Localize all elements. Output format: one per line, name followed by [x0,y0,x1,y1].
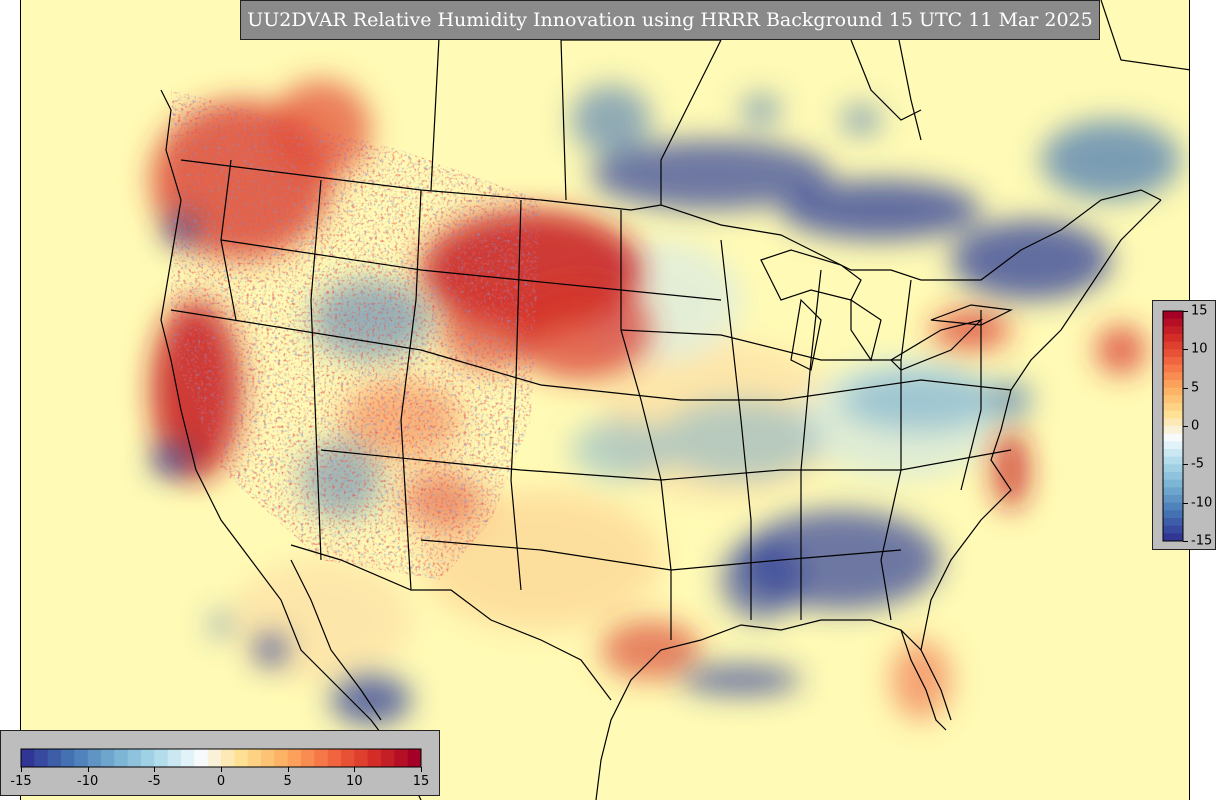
colorbar-tick [1183,502,1188,504]
colorbar-swatch [1163,533,1183,542]
colorbar-tick [21,767,22,772]
colorbar-tick-label: 15 [412,774,430,789]
colorbar-swatch [47,749,62,767]
colorbar-swatch [301,749,315,767]
colorbar-tick-label: 0 [216,774,226,789]
colorbar-swatch [1163,518,1183,527]
colorbar-swatch [101,749,115,767]
colorbar-swatch [287,749,302,767]
colorbar-swatch [1163,418,1183,427]
colorbar-tick [1183,349,1188,351]
colorbar-swatch [274,749,289,767]
colorbar-tick-label: -10 [1191,495,1213,511]
colorbar-swatch [1163,495,1183,504]
colorbar-tick [1183,464,1188,466]
colorbar-tick [1183,426,1188,427]
colorbar-swatch [327,749,342,767]
colorbar-swatch [1163,311,1183,320]
colorbar-swatch [354,749,369,767]
colorbar-swatch [367,749,382,767]
colorbar-swatch [1163,426,1183,435]
colorbar-swatch [1163,349,1183,358]
colorbar-swatch [1163,472,1183,481]
colorbar-swatch [1163,341,1183,350]
rh-innovation-map [21,0,1189,800]
colorbar-swatch [1163,502,1183,511]
colorbar-swatch [1163,357,1183,366]
colorbar-tick-label: 10 [1191,341,1208,357]
colorbar-vertical: 15 10 5 0 -5 -10 -15 [1152,300,1216,550]
colorbar-swatch [1163,441,1183,450]
colorbar-swatch [1163,464,1183,473]
colorbar-swatch [87,749,102,767]
colorbar-swatch [1163,487,1183,496]
colorbar-swatch [1163,334,1183,343]
colorbar-tick [1183,541,1188,542]
colorbar-swatch [1163,410,1183,419]
colorbar-tick [1183,311,1188,312]
colorbar-swatch [114,749,129,767]
colorbar-swatch [154,749,169,767]
colorbar-tick-label: -10 [77,774,99,789]
colorbar-tick-label: -15 [1191,533,1213,549]
colorbar-swatch [1163,372,1183,381]
state-and-coastline-boundaries [160,0,1189,800]
colorbar-swatch [1163,510,1183,519]
colorbar-tick [87,767,89,772]
colorbar-swatch [207,749,222,767]
colorbar-swatch [1163,525,1183,534]
colorbar-tick-label: 5 [1191,380,1200,396]
colorbar-tick [154,767,156,772]
colorbar-swatch [1163,403,1183,412]
colorbar-swatch [407,749,422,767]
colorbar-tick [221,767,222,772]
colorbar-swatch [234,749,249,767]
colorbar-tick-label: 10 [346,774,363,789]
colorbar-swatch [1163,387,1183,396]
colorbar-tick-label: 5 [283,774,292,789]
colorbar-swatch [181,749,195,767]
colorbar-swatch [1163,395,1183,404]
colorbar-swatch [61,749,75,767]
map-title: UU2DVAR Relative Humidity Innovation usi… [240,0,1100,40]
colorbar-tick-label: -15 [10,774,32,789]
colorbar-swatch [247,749,262,767]
colorbar-swatch [221,749,235,767]
colorbar-swatch [261,749,275,767]
colorbar-swatch [1163,433,1183,442]
colorbar-swatch [1163,318,1183,327]
colorbar-swatch [1163,364,1183,373]
colorbar-tick [421,767,422,772]
colorbar-vertical-ramp [1162,310,1184,542]
colorbar-tick-label: 15 [1191,303,1208,319]
colorbar-tick-label: -5 [147,774,161,789]
colorbar-swatch [1163,326,1183,335]
colorbar-swatch [1163,479,1183,488]
map-panel [20,0,1190,800]
colorbar-swatch [167,749,182,767]
colorbar-swatch [1163,449,1183,458]
colorbar-horizontal: -15 -10 -5 0 5 10 15 [0,730,440,796]
colorbar-swatch [381,749,395,767]
colorbar-swatch [34,749,49,767]
colorbar-tick [1183,387,1188,389]
colorbar-swatch [141,749,155,767]
colorbar-swatch [74,749,89,767]
colorbar-swatch [1163,380,1183,389]
colorbar-swatch [341,749,355,767]
colorbar-swatch [314,749,329,767]
colorbar-swatch [1163,456,1183,465]
colorbar-swatch [394,749,409,767]
colorbar-tick [354,767,356,772]
colorbar-swatch [21,749,35,767]
colorbar-tick-label: -5 [1191,456,1204,472]
colorbar-tick-label: 0 [1191,418,1200,434]
colorbar-swatch [127,749,142,767]
colorbar-swatch [194,749,209,767]
colorbar-tick [287,767,289,772]
colorbar-horizontal-ramp [20,748,422,768]
